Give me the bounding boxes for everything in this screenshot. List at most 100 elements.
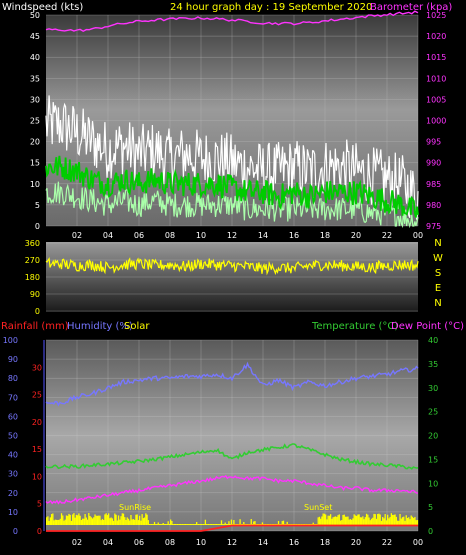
temperature-tick-label: 10	[428, 479, 438, 488]
rainfall-tick-label: 25	[32, 391, 42, 400]
solar-bar	[270, 524, 272, 525]
solar-bar	[219, 524, 221, 525]
solar-bar	[132, 519, 135, 525]
solar-bar	[260, 524, 262, 525]
baro-tick-label: 1015	[426, 53, 446, 62]
solar-bar	[334, 516, 337, 525]
wind-tick-label: 0	[35, 222, 40, 231]
temperature-tick-label: 20	[428, 432, 438, 441]
solar-bar	[276, 524, 278, 525]
solar-bar	[356, 515, 358, 525]
solar-bar	[353, 514, 355, 525]
solar-bar	[359, 517, 362, 525]
solar-bar	[109, 518, 111, 525]
compass-label: W	[433, 253, 443, 264]
direction-tick-label: 270	[25, 256, 40, 265]
solar-bar	[84, 514, 86, 525]
solar-bar	[240, 524, 242, 525]
solar-bar	[388, 518, 390, 525]
x-tick-label: 08	[165, 538, 175, 547]
solar-bar	[318, 516, 321, 525]
solar-bar	[125, 519, 127, 525]
x-tick-label: 22	[382, 231, 392, 240]
solar-bar	[89, 515, 91, 525]
solar-bar	[127, 518, 130, 525]
solar-bar	[296, 524, 298, 525]
solar-bar	[198, 524, 200, 525]
solar-bar	[106, 515, 109, 525]
solar-bar	[204, 519, 207, 525]
wind-tick-label: 45	[30, 32, 40, 41]
solar-bar	[65, 515, 68, 525]
wind-tick-label: 40	[30, 53, 40, 62]
solar-bar	[398, 520, 400, 525]
humidity-tick-label: 90	[8, 355, 18, 364]
solar-bar	[105, 513, 107, 525]
solar-bar	[203, 524, 205, 525]
solar-bar	[225, 524, 228, 525]
solar-bar	[284, 524, 286, 525]
solar-bar	[75, 514, 78, 525]
solar-bar	[86, 519, 89, 525]
solar-bar	[413, 517, 415, 525]
baro-tick-label: 985	[426, 180, 441, 189]
solar-bar	[220, 520, 223, 525]
solar-bar	[108, 513, 110, 525]
humidity-axis-label: Humidity (%)	[67, 321, 133, 332]
solar-bar	[401, 517, 404, 525]
direction-tick-label: 360	[25, 239, 40, 248]
x-tick-label: 00	[413, 231, 423, 240]
solar-bar	[85, 517, 87, 525]
solar-bar	[57, 519, 59, 525]
baro-axis-label: Barometer (kpa)	[370, 2, 452, 13]
solar-bar	[53, 520, 55, 525]
solar-bar	[101, 518, 104, 525]
solar-bar	[409, 519, 411, 525]
solar-bar	[292, 524, 295, 525]
solar-bar	[182, 524, 184, 525]
solar-bar	[275, 524, 277, 525]
solar-bar	[300, 524, 302, 525]
solar-bar	[99, 515, 101, 525]
humidity-tick-label: 30	[8, 470, 18, 479]
temperature-line	[45, 443, 419, 470]
x-tick-label: 02	[72, 231, 82, 240]
solar-bar	[47, 516, 49, 525]
temperature-tick-label: 35	[428, 360, 438, 369]
solar-bar	[88, 513, 90, 525]
solar-bar	[172, 524, 174, 525]
baro-tick-label: 1010	[426, 74, 446, 83]
solar-bar	[277, 520, 280, 525]
solar-bar	[246, 524, 249, 525]
solar-bar	[302, 524, 304, 525]
solar-bar	[197, 524, 199, 525]
solar-bar	[94, 514, 96, 525]
solar-bar	[115, 514, 117, 525]
solar-bar	[143, 517, 146, 525]
x-tick-label: 06	[134, 538, 144, 547]
solar-bar	[168, 524, 171, 525]
solar-bar	[395, 516, 397, 525]
solar-bar	[289, 524, 291, 525]
solar-bar	[207, 524, 209, 525]
solar-bar	[244, 524, 246, 525]
solar-bar	[81, 518, 84, 525]
solar-bar	[233, 520, 235, 525]
solar-bar	[199, 524, 202, 525]
solar-bar	[307, 524, 309, 525]
solar-bar	[391, 514, 394, 525]
solar-bar	[104, 514, 106, 525]
solar-bar	[78, 513, 80, 525]
solar-bar	[248, 524, 250, 525]
solar-bar	[122, 513, 125, 525]
solar-bar	[317, 517, 319, 525]
solar-bar	[215, 524, 218, 525]
solar-bar	[385, 520, 388, 525]
solar-bar	[245, 524, 247, 525]
solar-bar	[59, 518, 61, 525]
solar-bar	[213, 524, 215, 525]
solar-bar	[117, 515, 120, 525]
humidity-tick-label: 60	[8, 412, 18, 421]
solar-bar	[183, 524, 185, 525]
solar-bar	[239, 519, 241, 525]
